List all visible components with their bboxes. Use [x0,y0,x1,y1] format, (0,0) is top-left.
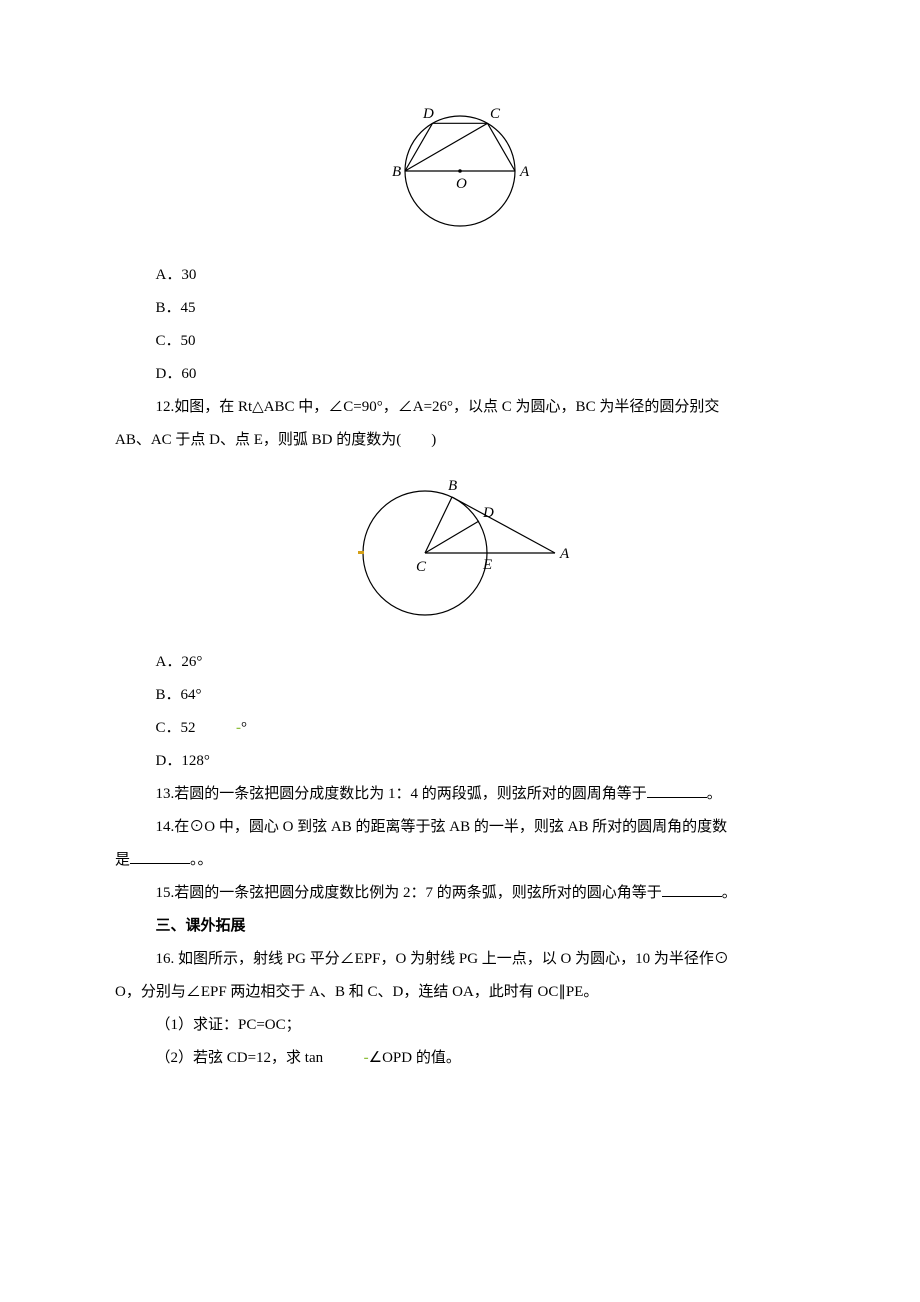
q12-stem-line2: AB、AC 于点 D、点 E，则弧 BD 的度数为( ) [115,424,805,457]
q16-stem-line2: O，分别与∠EPF 两边相交于 A、B 和 C、D，连结 OA，此时有 OC∥P… [115,976,805,1009]
marker-icon [358,551,364,554]
label-C: C [416,559,427,575]
q16-stem-line1: 16. 如图所示，射线 PG 平分∠EPF，O 为射线 PG 上一点，以 O 为… [115,943,805,976]
section-title: 三、课外拓展 [115,910,805,943]
q14-line1: 14.在⊙O 中，圆心 O 到弦 AB 的距离等于弦 AB 的一半，则弦 AB … [115,811,805,844]
label-B: B [448,478,457,494]
q11-option-d: D．60 [115,358,805,391]
fill-blank [130,848,190,864]
label-D: D [482,505,494,521]
q11-option-b: B．45 [115,292,805,325]
q13: 13.若圆的一条弦把圆分成度数比为 1：4 的两段弧，则弦所对的圆周角等于。 [115,778,805,811]
q12-option-c: C．52-° [115,712,805,745]
q14-line2: 是。。 [115,844,805,877]
label-D: D [422,106,434,122]
q12-option-a: A．26° [115,646,805,679]
marker-icon: - [323,1042,369,1075]
q15: 15.若圆的一条弦把圆分成度数比例为 2：7 的两条弧，则弦所对的圆心角等于。 [115,877,805,910]
q16-part2: （2）若弦 CD=12，求 tan-∠OPD 的值。 [115,1042,805,1075]
label-A: A [559,546,570,562]
q11-figure: A B C D O [115,96,805,249]
marker-icon: - [196,712,242,745]
label-E: E [482,557,492,573]
label-C: C [490,106,501,122]
fill-blank [647,782,707,798]
q11-option-c: C．50 [115,325,805,358]
q12-stem-line1: 12.如图，在 Rt△ABC 中，∠C=90°，∠A=26°，以点 C 为圆心，… [115,391,805,424]
label-A: A [519,164,530,180]
label-B: B [392,164,401,180]
q16-part1: （1）求证：PC=OC； [115,1009,805,1042]
label-O: O [456,176,467,192]
q12-figure: B D C E A [115,463,805,636]
q12-option-d: D．128° [115,745,805,778]
q11-option-a: A．30 [115,259,805,292]
fill-blank [662,881,722,897]
q12-option-b: B．64° [115,679,805,712]
